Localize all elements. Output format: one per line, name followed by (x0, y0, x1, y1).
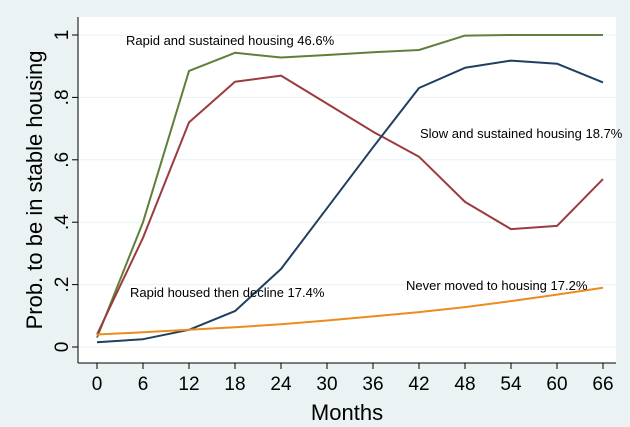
x-tick-label: 48 (454, 374, 475, 395)
x-axis-title: Months (311, 400, 383, 425)
x-tick-label: 30 (316, 374, 337, 395)
y-tick-label: 0 (52, 342, 73, 353)
annotation-rapid-decline: Rapid housed then decline 17.4% (130, 285, 325, 300)
x-tick-label: 6 (138, 374, 149, 395)
x-tick-label: 0 (92, 374, 103, 395)
y-tick-label: .2 (52, 277, 73, 293)
tick-layer: 0 .2 .4 .6 .8 1 0 6 12 18 24 30 36 42 48 54 60 66 (52, 30, 614, 395)
x-tick-label: 12 (178, 374, 199, 395)
y-tick-label: .8 (52, 89, 73, 105)
y-tick-label: 1 (52, 30, 73, 41)
y-tick-label: .6 (52, 152, 73, 168)
plot-area (78, 17, 616, 363)
x-tick-label: 66 (592, 374, 613, 395)
x-tick-label: 36 (362, 374, 383, 395)
series-layer (96, 34, 604, 344)
series-line-1 (96, 74, 604, 335)
y-axis-title: Prob. to be in stable housing (22, 51, 47, 330)
series-line-3 (96, 286, 604, 336)
x-tick-label: 18 (224, 374, 245, 395)
annotation-layer: Rapid and sustained housing 46.6% Slow a… (126, 33, 623, 300)
x-tick-label: 42 (408, 374, 429, 395)
y-tick-label: .4 (52, 214, 73, 230)
annotation-rapid-sustained: Rapid and sustained housing 46.6% (126, 33, 335, 48)
series-line-2 (96, 59, 604, 344)
x-tick-label: 24 (270, 374, 292, 395)
grid-layer (78, 34, 616, 348)
annotation-never-moved: Never moved to housing 17.2% (406, 278, 588, 293)
annotation-slow-sustained: Slow and sustained housing 18.7% (420, 126, 623, 141)
series-line-0 (96, 34, 603, 338)
x-tick-label: 54 (500, 374, 522, 395)
x-tick-label: 60 (546, 374, 567, 395)
